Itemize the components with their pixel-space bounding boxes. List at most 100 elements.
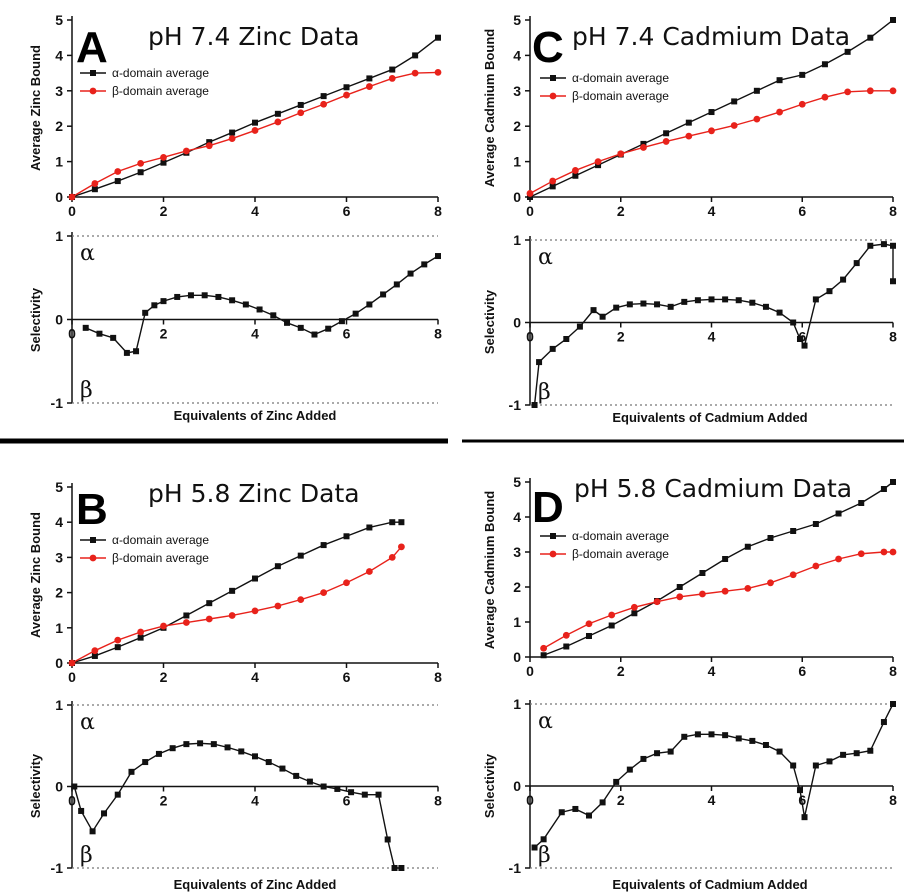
- alpha-data-point: [595, 162, 602, 169]
- beta-data-point: [160, 622, 167, 630]
- alpha-data-point: [137, 634, 144, 641]
- y-tick-label: 1: [513, 614, 521, 630]
- selectivity-data-point: [694, 731, 701, 738]
- x-axis-label: Equivalents of Cadmium Added: [612, 877, 807, 892]
- selectivity-data-point: [252, 753, 258, 760]
- y-tick-label: 5: [513, 474, 521, 490]
- selectivity-data-point: [549, 345, 556, 352]
- beta-legend-marker: [549, 92, 557, 100]
- beta-data-point: [434, 68, 442, 76]
- x-tick-label: 8: [434, 326, 442, 342]
- x-tick-label: 6: [798, 663, 806, 679]
- beta-data-point: [585, 620, 593, 628]
- selectivity-data-point: [708, 296, 715, 303]
- selectivity-data-point: [812, 296, 819, 303]
- selectivity-data-point: [224, 744, 231, 751]
- beta-data-point: [708, 127, 715, 135]
- selectivity-data-point: [229, 297, 236, 304]
- y-tick-label: 3: [513, 83, 521, 99]
- x-tick-label: 0: [68, 669, 76, 685]
- beta-data-point: [297, 596, 305, 604]
- beta-data-point: [608, 611, 616, 619]
- beta-region-label: β: [538, 843, 551, 868]
- selectivity-data-point: [338, 318, 345, 325]
- beta-data-point: [68, 193, 76, 201]
- selectivity-data-point: [128, 768, 135, 775]
- beta-series-line: [543, 551, 893, 649]
- selectivity-data-point: [667, 748, 674, 755]
- alpha-data-point: [206, 600, 213, 607]
- alpha-region-label: α: [80, 710, 95, 735]
- selectivity-data-point: [155, 750, 162, 757]
- alpha-data-point: [812, 521, 819, 527]
- selectivity-data-point: [626, 766, 633, 773]
- x-tick-label: 8: [889, 792, 897, 808]
- x-tick-label: 0: [526, 663, 534, 679]
- beta-data-point: [320, 100, 328, 108]
- selectivity-data-point: [320, 783, 327, 790]
- beta-data-point: [798, 100, 806, 108]
- beta-data-point: [540, 644, 548, 652]
- selectivity-data-point: [853, 750, 860, 757]
- selectivity-data-point: [201, 292, 208, 299]
- y-tick-label: 1: [55, 620, 63, 636]
- alpha-data-point: [744, 543, 751, 550]
- x-tick-label: 0: [68, 203, 76, 219]
- selectivity-data-point: [210, 741, 217, 748]
- beta-region-label: β: [80, 843, 93, 868]
- selectivity-data-point: [393, 281, 400, 288]
- x-tick-label: 0: [526, 329, 534, 345]
- alpha-legend-marker: [90, 70, 96, 76]
- selectivity-data-point: [384, 836, 391, 843]
- x-tick-label: 2: [160, 326, 168, 342]
- selectivity-data-point: [78, 807, 85, 814]
- selectivity-data-point: [142, 309, 149, 316]
- y-tick-label: -1: [51, 860, 64, 876]
- x-tick-label: 2: [617, 792, 625, 808]
- selectivity-data-point: [536, 359, 543, 366]
- alpha-legend-label: α-domain average: [112, 66, 209, 80]
- selectivity-data-point: [796, 787, 803, 794]
- alpha-data-point: [183, 612, 190, 619]
- selectivity-data-point: [325, 325, 332, 332]
- alpha-data-point: [389, 66, 396, 73]
- beta-data-point: [821, 93, 829, 101]
- x-axis-label: Equivalents of Cadmium Added: [612, 410, 807, 425]
- beta-data-point: [640, 144, 647, 151]
- selectivity-data-point: [762, 742, 769, 748]
- alpha-legend-label: α-domain average: [572, 71, 669, 85]
- y-axis-label: Average Cadmium Bound: [482, 491, 497, 649]
- chart-title: pH 7.4 Zinc Data: [148, 22, 360, 51]
- selectivity-data-point: [694, 297, 701, 304]
- alpha-data-point: [585, 633, 592, 639]
- beta-data-point: [114, 168, 122, 175]
- beta-legend-label: β-domain average: [112, 551, 209, 565]
- selectivity-line: [85, 255, 439, 354]
- legend: α-domain average β-domain average: [80, 533, 209, 565]
- y-tick-label: 3: [513, 544, 521, 560]
- selectivity-data-point: [840, 276, 847, 283]
- beta-data-point: [744, 585, 752, 592]
- chart-title: pH 5.8 Cadmium Data: [574, 474, 852, 503]
- beta-data-point: [365, 568, 373, 575]
- beta-data-point: [205, 615, 213, 623]
- x-tick-label: 2: [160, 793, 168, 809]
- selectivity-data-point: [169, 745, 176, 752]
- selectivity-data-point: [681, 733, 688, 740]
- selectivity-data-point: [375, 791, 382, 798]
- selectivity-data-point: [796, 336, 803, 342]
- alpha-series-line: [543, 481, 894, 656]
- alpha-data-point: [835, 510, 842, 517]
- beta-data-point: [228, 612, 236, 619]
- y-tick-label: 0: [55, 655, 63, 671]
- x-tick-label: 6: [798, 792, 806, 808]
- selectivity-data-point: [563, 336, 570, 342]
- selectivity-data-point: [585, 812, 592, 819]
- beta-legend-marker: [89, 87, 97, 95]
- y-tick-label: 0: [55, 189, 63, 205]
- selectivity-axis-label: Selectivity: [482, 753, 497, 818]
- x-tick-label: 0: [526, 792, 534, 808]
- x-tick-label: 4: [251, 669, 259, 685]
- x-tick-label: 8: [889, 203, 897, 219]
- alpha-data-point: [366, 75, 373, 82]
